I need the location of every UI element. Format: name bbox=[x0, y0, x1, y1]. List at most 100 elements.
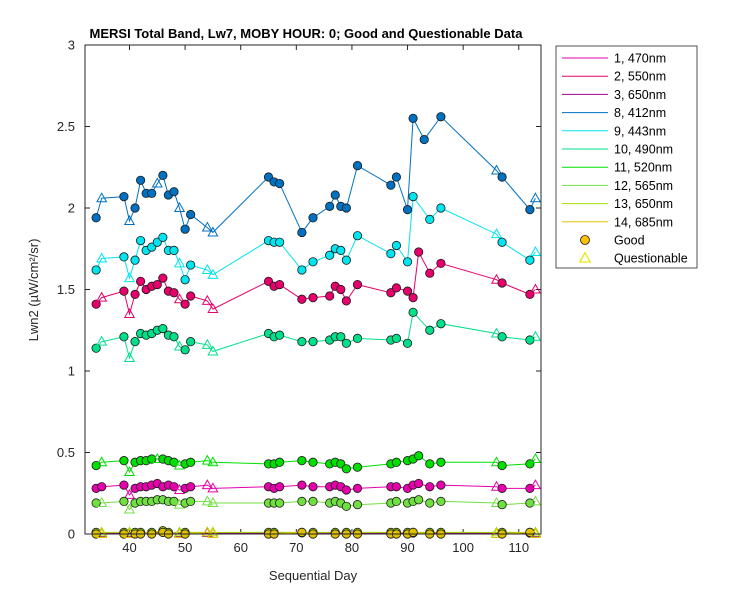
good-point bbox=[414, 495, 424, 505]
good-point bbox=[169, 288, 179, 298]
questionable-point bbox=[173, 340, 186, 351]
good-point bbox=[136, 276, 146, 286]
legend-good-marker bbox=[580, 235, 590, 245]
good-point bbox=[158, 273, 168, 283]
good-point bbox=[180, 275, 190, 285]
good-point bbox=[275, 178, 285, 189]
questionable-point bbox=[201, 294, 213, 305]
good-point bbox=[525, 289, 535, 299]
questionable-point bbox=[490, 327, 503, 338]
questionable-point bbox=[529, 283, 542, 294]
questionable-point bbox=[201, 526, 213, 537]
plot-frame bbox=[84, 44, 542, 535]
y-tick-label: 0 bbox=[68, 527, 75, 542]
questionable-point bbox=[207, 527, 219, 538]
good-point bbox=[497, 460, 507, 471]
good-point bbox=[119, 332, 129, 342]
questionable-point bbox=[123, 488, 136, 499]
questionable-point bbox=[173, 201, 186, 212]
good-point bbox=[136, 175, 146, 185]
legend-label: 1, 470nm bbox=[614, 52, 666, 66]
questionable-point bbox=[529, 479, 542, 490]
good-point bbox=[408, 113, 418, 123]
good-point bbox=[97, 482, 107, 492]
legend-label: 13, 650nm bbox=[614, 197, 673, 211]
questionable-point bbox=[173, 257, 186, 268]
good-point bbox=[341, 296, 351, 306]
good-point bbox=[352, 333, 363, 343]
good-point bbox=[386, 180, 396, 190]
good-point bbox=[119, 286, 129, 296]
good-point bbox=[419, 134, 429, 145]
good-point bbox=[325, 291, 335, 301]
questionable-point bbox=[123, 351, 136, 362]
questionable-point bbox=[529, 452, 542, 464]
good-point bbox=[308, 496, 318, 506]
questionable-point bbox=[201, 221, 213, 232]
good-point bbox=[297, 294, 307, 304]
good-point bbox=[308, 257, 318, 267]
good-point bbox=[525, 459, 535, 469]
good-point bbox=[497, 332, 507, 342]
questionable-point bbox=[529, 245, 542, 257]
questionable-point bbox=[96, 192, 108, 203]
good-point bbox=[525, 205, 535, 215]
good-point bbox=[91, 299, 101, 309]
good-point bbox=[186, 496, 196, 506]
legend-questionable-marker bbox=[578, 251, 592, 263]
legend-box bbox=[555, 45, 698, 269]
good-point bbox=[436, 496, 446, 506]
good-point bbox=[425, 214, 435, 225]
good-point bbox=[336, 245, 346, 255]
good-point bbox=[436, 203, 446, 213]
legend-label: 9, 443nm bbox=[614, 124, 666, 138]
good-point bbox=[152, 280, 162, 290]
y-tick-label: 1 bbox=[68, 364, 75, 379]
good-point bbox=[352, 231, 363, 241]
good-point bbox=[341, 203, 351, 213]
good-point bbox=[147, 188, 157, 198]
good-point bbox=[402, 338, 413, 348]
questionable-point bbox=[96, 497, 108, 508]
good-point bbox=[436, 480, 446, 490]
good-point bbox=[169, 332, 179, 342]
good-point bbox=[180, 345, 190, 355]
questionable-point bbox=[96, 335, 108, 346]
good-point bbox=[275, 330, 285, 340]
good-point bbox=[497, 172, 507, 182]
good-point bbox=[169, 245, 179, 255]
good-point bbox=[341, 501, 351, 511]
good-point bbox=[297, 337, 307, 347]
questionable-point bbox=[123, 307, 136, 318]
questionable-point bbox=[207, 303, 219, 314]
questionable-point bbox=[490, 228, 503, 239]
good-point bbox=[308, 337, 318, 347]
y-tick-label: 3 bbox=[68, 38, 75, 53]
good-point bbox=[275, 237, 285, 247]
good-point bbox=[308, 293, 318, 303]
questionable-point bbox=[96, 527, 108, 538]
good-point bbox=[186, 457, 196, 467]
good-point bbox=[436, 258, 446, 269]
good-point bbox=[119, 191, 129, 202]
good-point bbox=[497, 500, 507, 510]
good-point bbox=[341, 255, 351, 265]
good-point bbox=[275, 498, 285, 508]
questionable-point bbox=[123, 272, 136, 283]
good-point bbox=[297, 496, 307, 506]
questionable-point bbox=[207, 268, 219, 279]
good-point bbox=[308, 482, 318, 492]
good-point bbox=[391, 496, 402, 506]
good-point bbox=[180, 224, 190, 234]
good-point bbox=[352, 161, 363, 171]
legend-label: 8, 412nm bbox=[614, 106, 666, 120]
good-point bbox=[325, 201, 335, 211]
good-point bbox=[341, 485, 351, 495]
legend-label: 11, 520nm bbox=[614, 161, 672, 175]
good-point bbox=[130, 289, 140, 299]
x-tick-label: 40 bbox=[122, 540, 136, 555]
good-point bbox=[425, 459, 435, 469]
good-point bbox=[436, 112, 446, 122]
good-point bbox=[158, 324, 168, 334]
